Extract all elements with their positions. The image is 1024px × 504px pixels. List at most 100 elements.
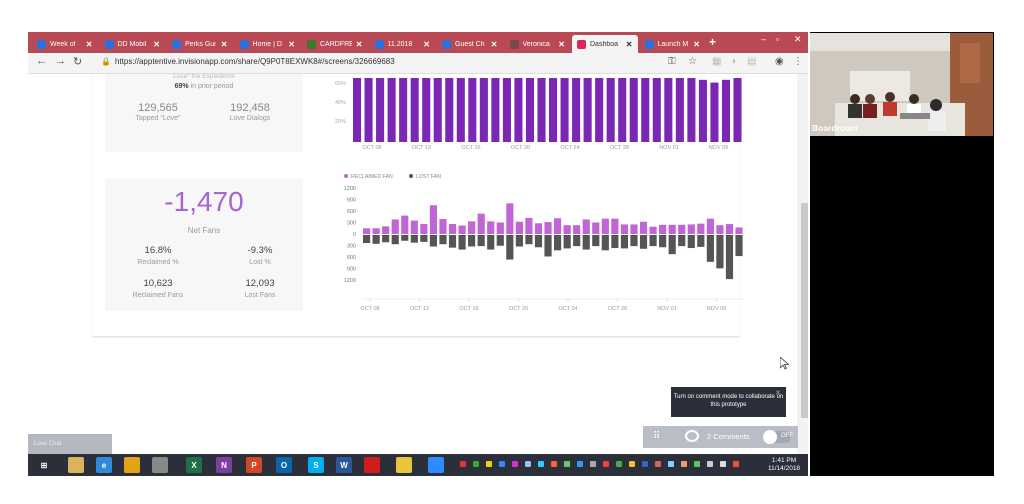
browser-tab[interactable]: Home | D ✕	[235, 35, 301, 53]
reclaimed-fan-bar	[582, 219, 590, 234]
excel-icon[interactable]: X	[186, 457, 202, 473]
love-bar	[502, 78, 511, 142]
system-tray-icon[interactable]	[603, 461, 609, 467]
toggle-knob[interactable]	[763, 430, 777, 444]
extension-icon[interactable]: ▦	[712, 56, 722, 67]
browser-tab[interactable]: Week of ✕	[32, 35, 98, 53]
browser-tab[interactable]: Dashboa ✕	[572, 35, 638, 53]
lost-fan-bar	[678, 235, 686, 247]
profile-icon[interactable]: ◉	[775, 56, 784, 67]
browser-tab[interactable]: CARDFRE ✕	[302, 35, 368, 53]
lost-fan-bar	[706, 235, 714, 262]
url-field[interactable]: 🔒 https://apptentive.invisionapp.com/shar…	[101, 57, 395, 66]
tab-close-icon[interactable]: ✕	[490, 39, 498, 49]
system-tray-icon[interactable]	[707, 461, 713, 467]
tab-close-icon[interactable]: ✕	[355, 39, 363, 49]
sticky-notes-icon[interactable]	[396, 457, 412, 473]
system-tray-icon[interactable]	[629, 461, 635, 467]
close-window-button[interactable]: ✕	[794, 34, 802, 44]
reclaimed-fan-bar	[716, 225, 724, 234]
system-tray-icon[interactable]	[499, 461, 505, 467]
comments-count[interactable]: 2 Comments	[707, 432, 750, 441]
system-tray-icon[interactable]	[577, 461, 583, 467]
reclaimed-fan-bar	[515, 221, 523, 234]
tab-close-icon[interactable]: ✕	[625, 39, 633, 49]
onenote-icon[interactable]: N	[216, 457, 232, 473]
menu-icon[interactable]: ⋮	[793, 56, 803, 67]
system-tray-icon[interactable]	[486, 461, 492, 467]
system-tray-icon[interactable]	[720, 461, 726, 467]
browser-tab[interactable]: Guest Ch ✕	[437, 35, 503, 53]
internet-explorer-icon[interactable]: e	[96, 457, 112, 473]
system-tray-icon[interactable]	[551, 461, 557, 467]
tab-label: Launch M	[657, 40, 689, 48]
skype-icon[interactable]: S	[308, 457, 324, 473]
reclaimed-fan-bar	[678, 224, 686, 234]
tab-close-icon[interactable]: ✕	[423, 39, 430, 49]
love-chat-button[interactable]: Love Chat	[28, 434, 112, 454]
chrome-icon[interactable]	[124, 457, 140, 473]
prior-label: in prior period	[190, 83, 234, 90]
reload-icon[interactable]: ↻	[73, 56, 83, 68]
comment-bubble-icon[interactable]	[685, 430, 699, 442]
tab-close-icon[interactable]: ✕	[288, 39, 295, 49]
extension-icon[interactable]: ◑	[730, 56, 737, 67]
tab-favicon-icon	[374, 39, 384, 49]
word-icon[interactable]: W	[336, 457, 352, 473]
system-tray-icon[interactable]	[642, 461, 648, 467]
close-icon[interactable]: ✕	[775, 390, 781, 397]
maximize-button[interactable]: ▫	[776, 34, 780, 44]
outlook-icon[interactable]: O	[276, 457, 292, 473]
back-icon[interactable]: ←	[36, 55, 47, 67]
bookmark-star-icon[interactable]: ☆	[688, 56, 697, 67]
system-tray-icon[interactable]	[616, 461, 622, 467]
x-tick-label: OCT 24	[558, 306, 577, 312]
tab-close-icon[interactable]: ✕	[85, 39, 93, 49]
powerpoint-icon[interactable]: P	[246, 457, 262, 473]
tab-close-icon[interactable]: ✕	[220, 39, 228, 49]
system-tray-icon[interactable]	[538, 461, 544, 467]
tab-close-icon[interactable]: ✕	[558, 39, 565, 49]
reclaimed-fan-bar	[611, 218, 619, 234]
windows-start-icon[interactable]: ⊞	[36, 457, 52, 473]
system-tray-icon[interactable]	[564, 461, 570, 467]
zoom-icon[interactable]	[428, 457, 444, 473]
system-tray-icon[interactable]	[655, 461, 661, 467]
system-tray-icon[interactable]	[460, 461, 466, 467]
reclaimed-fan-bar	[525, 217, 533, 234]
system-tray-icon[interactable]	[733, 461, 739, 467]
browser-tab[interactable]: Perks Gui ✕	[167, 35, 233, 53]
scrollbar-thumb[interactable]	[801, 203, 808, 418]
browser-tab[interactable]: 11.2018 ✕	[370, 35, 436, 53]
browser-tab[interactable]: Launch M ✕	[640, 35, 706, 53]
browser-tab[interactable]: Veronica ✕	[505, 35, 571, 53]
extension-icon[interactable]: ▤	[747, 56, 757, 67]
acrobat-icon[interactable]	[364, 457, 380, 473]
system-tray-icon[interactable]	[590, 461, 596, 467]
reclaimed-fan-bar	[391, 219, 399, 234]
system-tray-icon[interactable]	[473, 461, 479, 467]
tab-close-icon[interactable]: ✕	[153, 39, 160, 49]
lost-fan-bar	[468, 235, 476, 247]
lost-fan-bar	[649, 235, 657, 247]
taskbar-clock[interactable]: 1:41 PM 11/14/2018	[768, 457, 800, 473]
settings-icon[interactable]	[152, 457, 168, 473]
net-fans-label: Net Fans	[187, 226, 221, 235]
system-tray-icon[interactable]	[525, 461, 531, 467]
key-icon[interactable]: ⚿	[668, 56, 676, 67]
new-tab-button[interactable]: +	[709, 35, 717, 49]
love-percentage-chart: 60% 40% 20% OCT 08 OCT 12 OCT 16 OCT 20 OCT 24 O…	[335, 78, 742, 150]
system-tray-icon[interactable]	[681, 461, 687, 467]
minimize-button[interactable]: –	[761, 34, 767, 44]
system-tray-icon[interactable]	[668, 461, 674, 467]
lost-fan-bar	[611, 235, 619, 249]
browser-tab[interactable]: DD Mobil ✕	[100, 35, 166, 53]
file-explorer-icon[interactable]	[68, 457, 84, 473]
forward-icon[interactable]: →	[55, 55, 66, 67]
system-tray-icon[interactable]	[694, 461, 700, 467]
grid-icon[interactable]: ⠿	[653, 431, 661, 442]
love-bar	[710, 82, 719, 142]
system-tray-icon[interactable]	[512, 461, 518, 467]
legend-label-lost: LOST FAN	[416, 174, 441, 180]
tab-close-icon[interactable]: ✕	[693, 39, 700, 49]
